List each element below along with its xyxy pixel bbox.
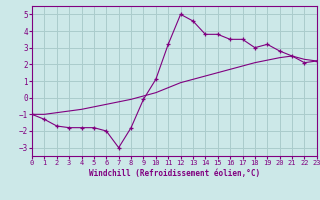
X-axis label: Windchill (Refroidissement éolien,°C): Windchill (Refroidissement éolien,°C): [89, 169, 260, 178]
